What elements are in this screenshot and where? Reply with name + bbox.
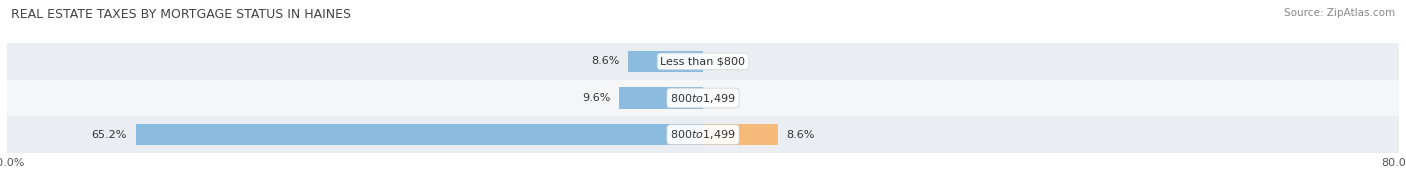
Text: 0.0%: 0.0% bbox=[711, 93, 740, 103]
Bar bbox=[136, 124, 703, 145]
Text: $800 to $1,499: $800 to $1,499 bbox=[671, 128, 735, 141]
Bar bbox=[703, 124, 778, 145]
Bar bbox=[7, 43, 1399, 80]
Text: Less than $800: Less than $800 bbox=[661, 56, 745, 66]
Bar bbox=[7, 116, 1399, 153]
Bar bbox=[7, 80, 1399, 116]
Bar bbox=[620, 87, 703, 109]
Bar bbox=[628, 51, 703, 72]
Text: 9.6%: 9.6% bbox=[582, 93, 610, 103]
Text: REAL ESTATE TAXES BY MORTGAGE STATUS IN HAINES: REAL ESTATE TAXES BY MORTGAGE STATUS IN … bbox=[11, 8, 352, 21]
Text: $800 to $1,499: $800 to $1,499 bbox=[671, 92, 735, 104]
Text: Source: ZipAtlas.com: Source: ZipAtlas.com bbox=[1284, 8, 1395, 18]
Text: 0.0%: 0.0% bbox=[711, 56, 740, 66]
Text: 8.6%: 8.6% bbox=[591, 56, 620, 66]
Text: 65.2%: 65.2% bbox=[91, 130, 127, 140]
Text: 8.6%: 8.6% bbox=[786, 130, 815, 140]
